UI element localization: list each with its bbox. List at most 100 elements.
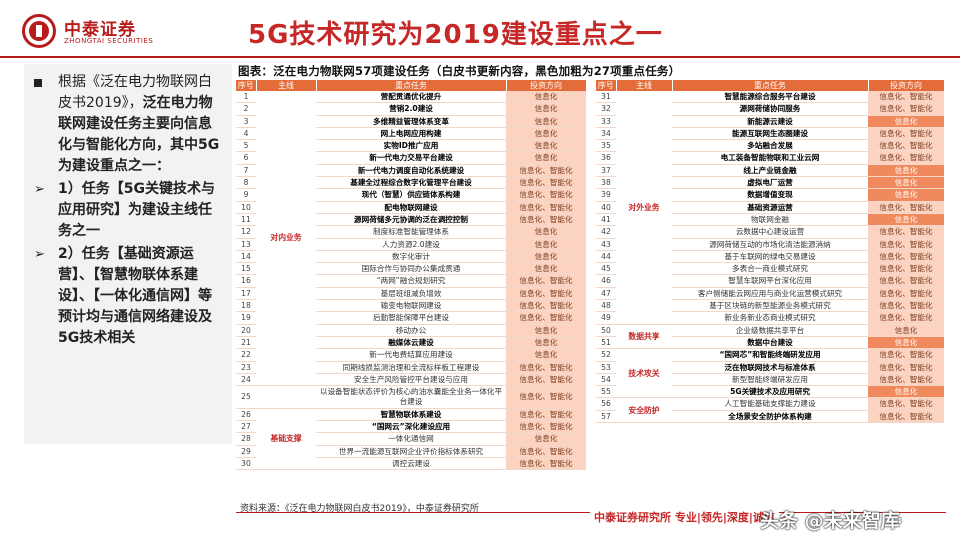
investment-direction: 信息化 (868, 176, 944, 190)
investment-direction: 信息化 (506, 336, 586, 350)
task-number: 16 (236, 274, 256, 288)
task-name: 基于车联网的绿电交易建设 (672, 250, 868, 264)
summary-point-2: 2）任务【基础资源运营】、【智慧物联体系建设】、【一体化通信网】等预计均与通信网… (58, 246, 212, 346)
investment-direction: 信息化、智能化 (506, 445, 586, 458)
investment-direction: 信息化、智能化 (868, 262, 944, 276)
task-name: 同期线损监测治理和全流标样板工程建设 (316, 361, 506, 374)
task-number: 43 (596, 238, 616, 251)
task-name: 人力资源2.0建设 (316, 238, 506, 251)
task-name: 以设备智能状态评价为核心的油水囊能全业务一体化平台建设 (316, 385, 506, 409)
investment-direction: 信息化、智能化 (868, 102, 944, 116)
investment-direction: 信息化 (868, 213, 944, 227)
col-mainline-header: 主线 (616, 80, 673, 91)
task-name: 企业级数据共享平台 (672, 324, 868, 337)
investment-direction: 信息化、智能化 (506, 385, 586, 409)
task-name: 基层班组减负增效 (316, 287, 506, 301)
investment-direction: 信息化、智能化 (506, 311, 586, 325)
right-table: 序号 主线 重点任务 投资方向 31 对外业务 智慧能源综合服务平台建设 信息化、智能化 32 源… (596, 80, 945, 424)
task-name: 基础资源运营 (672, 201, 868, 214)
mainline-group (256, 385, 316, 409)
task-number: 11 (236, 213, 256, 227)
table-header-row: 序号 主线 重点任务 投资方向 (236, 80, 587, 91)
investment-direction: 信息化、智能化 (506, 361, 586, 374)
task-number: 25 (236, 385, 256, 409)
table-row: 46 智慧车联网平台深化应用 信息化、智能化 (596, 274, 944, 288)
task-table: 序号 主线 重点任务 投资方向 1 对内业务 营配贯通优化提升 信息化 2 营销2.0建设 信息化 3… (236, 80, 945, 494)
investment-direction: 信息化、智能化 (868, 139, 944, 153)
investment-direction: 信息化、智能化 (506, 420, 586, 434)
square-bullet-icon (34, 72, 54, 94)
table-row: 18 输变电物联网建设 信息化、智能化 (236, 299, 586, 313)
investment-direction: 信息化 (506, 432, 586, 446)
watermark: 头条 @未来智库 (760, 510, 900, 532)
task-number: 9 (236, 188, 256, 202)
figure-caption: 图表：泛在电力物联网57项建设任务（白皮书更新内容，黑色加粗为27项重点任务） (238, 64, 681, 78)
table-row: 5 实物ID推广应用 信息化 (236, 139, 586, 153)
table-row: 7 新一代电力调度自动化系统建设 信息化、智能化 (236, 164, 586, 178)
investment-direction: 信息化 (506, 127, 586, 141)
task-number: 37 (596, 164, 616, 178)
table-row: 29 世界一流能源互联网企业评价指标体系研究 信息化、智能化 (236, 445, 586, 458)
table-row: 42 云数据中心建设运营 信息化、智能化 (596, 225, 944, 239)
task-number: 48 (596, 299, 616, 313)
task-number: 6 (236, 151, 256, 165)
task-number: 40 (596, 201, 616, 214)
table-row: 6 新一代电力交易平台建设 信息化 (236, 151, 586, 165)
task-name: 全场景安全防护体系构建 (672, 410, 868, 424)
task-name: 营销2.0建设 (316, 102, 506, 116)
task-number: 31 (596, 91, 616, 104)
investment-direction: 信息化 (506, 250, 586, 264)
summary-paragraph-1: 根据《泛在电力物联网白皮书2019》，泛在电力物联网建设任务主要向信息化与智能化… (34, 72, 224, 177)
table-row: 55 5G关键技术及应用研究 信息化 (596, 385, 944, 399)
task-number: 51 (596, 336, 616, 350)
table-row: 31 对外业务 智慧能源综合服务平台建设 信息化、智能化 (596, 91, 944, 325)
mainline-group: 技术攻关 (616, 348, 672, 399)
table-row: 49 新业务新业态商业模式研究 信息化、智能化 (596, 311, 944, 325)
task-name: 世界一流能源互联网企业评价指标体系研究 (316, 445, 506, 458)
mainline-group: 对外业务 (616, 91, 672, 325)
investment-direction: 信息化 (506, 102, 586, 116)
investment-direction: 信息化、智能化 (868, 201, 944, 214)
task-name: 基于区块链的新型能源业务模式研究 (672, 299, 868, 313)
task-number: 33 (596, 115, 616, 128)
investment-direction: 信息化、智能化 (868, 225, 944, 239)
task-name: “国网芯”和智能终端研发应用 (672, 348, 868, 362)
task-number: 28 (236, 432, 256, 446)
investment-direction: 信息化、智能化 (868, 238, 944, 251)
task-number: 39 (596, 188, 616, 202)
investment-direction: 信息化 (506, 225, 586, 239)
task-name: 虚拟电厂运营 (672, 176, 868, 190)
task-name: 数据增值变现 (672, 188, 868, 202)
investment-direction: 信息化、智能化 (868, 373, 944, 387)
task-number: 52 (596, 348, 616, 362)
task-name: 源网荷储多元协调的泛在调控控制 (316, 213, 506, 227)
task-number: 54 (596, 373, 616, 387)
investment-direction: 信息化、智能化 (506, 287, 586, 301)
task-name: 云数据中心建设运营 (672, 225, 868, 239)
investment-direction: 信息化 (868, 324, 944, 337)
investment-direction: 信息化 (506, 238, 586, 251)
investment-direction: 信息化、智能化 (506, 299, 586, 313)
task-number: 13 (236, 238, 256, 251)
table-row: 39 数据增值变现 信息化 (596, 188, 944, 202)
table-row: 34 能源互联网生态圈建设 信息化、智能化 (596, 127, 944, 141)
footer-org: 中泰证券研究所 专业|领先|深度|诚信 (590, 509, 779, 525)
task-number: 15 (236, 262, 256, 276)
col-task-header: 重点任务 (672, 80, 869, 91)
summary-panel: 根据《泛在电力物联网白皮书2019》，泛在电力物联网建设任务主要向信息化与智能化… (24, 64, 232, 444)
task-number: 50 (596, 324, 616, 337)
task-name: 能源互联网生态圈建设 (672, 127, 868, 141)
task-name: 源网荷储协同服务 (672, 102, 868, 116)
table-row: 45 多表合一商业模式研究 信息化、智能化 (596, 262, 944, 276)
task-number: 49 (596, 311, 616, 325)
task-name: 电工装备智能物联和工业云网 (672, 151, 868, 165)
table-row: 57 全场景安全防护体系构建 信息化、智能化 (596, 410, 944, 424)
investment-direction: 信息化、智能化 (868, 91, 944, 104)
summary-paragraph-2: ➢ 1）任务【5G关键技术与应用研究】为建设主线任务之一 (34, 179, 224, 242)
table-row: 33 新能源云建设 信息化 (596, 115, 944, 128)
investment-direction: 信息化、智能化 (506, 457, 586, 471)
task-name: 多站融合发展 (672, 139, 868, 153)
mainline-group: 安全防护 (616, 397, 672, 424)
task-table-left: 序号 主线 重点任务 投资方向 1 对内业务 营配贯通优化提升 信息化 2 营销2.0建设 信息化 3… (236, 80, 587, 471)
task-name: 多维精益管理体系变革 (316, 115, 506, 128)
